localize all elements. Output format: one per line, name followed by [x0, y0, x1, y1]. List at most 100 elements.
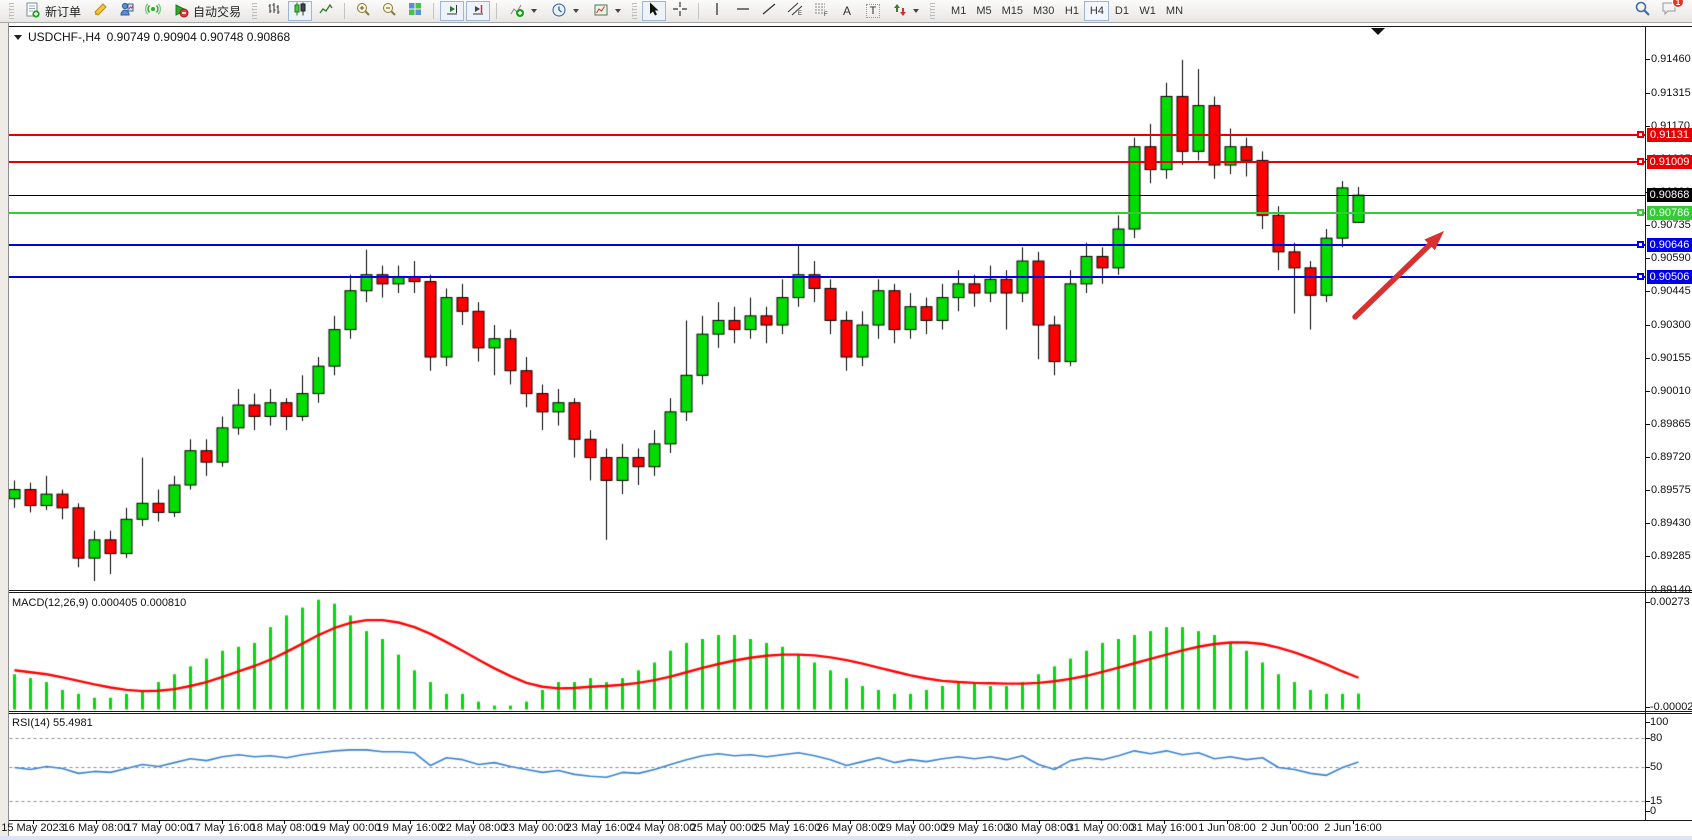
chart-top-border [9, 26, 1692, 27]
time-tick-label: 25 May 00:00 [690, 822, 758, 834]
level-line-0.90506[interactable] [9, 276, 1645, 278]
rsi-pane-canvas[interactable] [9, 714, 1645, 820]
level-line-0.91009[interactable] [9, 161, 1645, 163]
templates-button[interactable] [587, 1, 627, 21]
level-line-0.91131[interactable] [9, 134, 1645, 136]
toolbar-right: 1 [1634, 0, 1686, 22]
rsi-indicator-label: RSI(14) 55.4981 [12, 717, 93, 729]
search-icon[interactable] [1634, 0, 1651, 22]
toolbar-grip[interactable] [930, 3, 936, 19]
timeframe-button-h4[interactable]: H4 [1084, 1, 1110, 21]
strategy-tester-button[interactable] [115, 1, 139, 21]
price-tick-label: 0.90010 [1651, 385, 1691, 397]
time-tick-label: 26 May 08:00 [816, 822, 884, 834]
candlestick-chart-button[interactable] [288, 1, 313, 22]
time-tick-label: 31 May 00:00 [1067, 822, 1135, 834]
price-tick-mark [1645, 391, 1650, 392]
candlestick-chart-icon [292, 1, 308, 22]
pane-separator[interactable] [9, 590, 1692, 591]
chart-shift-button[interactable] [466, 1, 491, 21]
level-line-handle[interactable] [1637, 241, 1644, 248]
pane-separator[interactable] [9, 711, 1692, 712]
main-chart-canvas[interactable] [9, 26, 1645, 590]
timeframe-button-m5[interactable]: M5 [976, 5, 992, 17]
price-badge-0.91009: 0.91009 [1647, 155, 1692, 169]
line-chart-button[interactable] [314, 1, 338, 21]
bar-chart-button[interactable] [262, 1, 286, 21]
timeframe-button-h1[interactable]: H1 [1064, 5, 1079, 17]
toolbar-grip[interactable] [252, 3, 258, 19]
chart-menu-icon[interactable] [14, 34, 22, 40]
vertical-line-button[interactable] [705, 1, 729, 21]
arrows-button[interactable] [887, 1, 925, 21]
time-tick-label: 19 May 16:00 [376, 822, 444, 834]
time-tick-mark [33, 820, 34, 824]
timeframe-button-m1[interactable]: M1 [951, 5, 967, 17]
timeframe-button-mn[interactable]: MN [1165, 5, 1184, 17]
toolbar-grip[interactable] [9, 3, 14, 19]
horizontal-line-button[interactable] [731, 1, 755, 21]
time-tick-label: 23 May 00:00 [502, 822, 570, 834]
macd-axis-label: 0.00273 [1650, 596, 1690, 608]
axis-tick-mark [1645, 801, 1650, 802]
time-tick-mark [159, 820, 160, 824]
cursor-button[interactable] [642, 1, 667, 22]
macd-pane-canvas[interactable] [9, 593, 1645, 711]
text-label-icon: T [865, 4, 881, 18]
tile-windows-button[interactable] [403, 1, 427, 21]
time-tick-label: 17 May 00:00 [125, 822, 193, 834]
fibonacci-button[interactable]: F [809, 1, 833, 21]
level-line-0.90786[interactable] [9, 212, 1645, 214]
level-line-handle[interactable] [1637, 131, 1644, 138]
zoom-out-button[interactable] [377, 1, 401, 21]
chart-shift-marker[interactable] [1371, 28, 1385, 35]
level-line-0.90646[interactable] [9, 244, 1645, 246]
text-button[interactable]: A [835, 1, 859, 21]
svg-text:F: F [824, 12, 828, 17]
pane-separator[interactable] [9, 713, 1692, 714]
price-tick-label: 0.91315 [1651, 87, 1691, 99]
time-tick-mark [1101, 820, 1102, 824]
time-tick-mark [599, 820, 600, 824]
level-line-handle[interactable] [1637, 273, 1644, 280]
time-tick-label: 29 May 16:00 [942, 822, 1010, 834]
level-line-handle[interactable] [1637, 158, 1644, 165]
time-tick-mark [96, 820, 97, 824]
price-badge-0.90646: 0.90646 [1647, 238, 1692, 252]
megaphone-button[interactable] [89, 1, 113, 21]
periods-button[interactable] [545, 1, 585, 21]
toolbar-grip[interactable] [632, 3, 638, 19]
price-tick-mark [1645, 93, 1650, 94]
equidistant-channel-button[interactable]: E [783, 1, 807, 21]
timeframe-button-m30[interactable]: M30 [1033, 5, 1055, 17]
current-price-line[interactable] [9, 195, 1645, 196]
equidistant-channel-icon: E [787, 1, 803, 22]
trendline-button[interactable] [757, 1, 781, 21]
chat-button[interactable]: 1 [1661, 0, 1684, 22]
timeframe-button-d1[interactable]: D1 [1114, 5, 1129, 17]
autotrading-button[interactable]: 自动交易 [167, 1, 247, 21]
indicators-button[interactable] [503, 1, 543, 21]
axis-tick-mark [1645, 602, 1650, 603]
price-badge-0.90506: 0.90506 [1647, 270, 1692, 284]
auto-scroll-button[interactable] [440, 1, 465, 21]
text-label-button[interactable]: T [861, 1, 885, 21]
timeframe-button-w1[interactable]: W1 [1139, 5, 1156, 17]
level-line-handle[interactable] [1637, 209, 1644, 216]
time-tick-label: 23 May 16:00 [565, 822, 633, 834]
rsi-axis-label: 0 [1650, 805, 1657, 817]
signals-button[interactable] [141, 1, 165, 21]
timeframe-button-m15[interactable]: M15 [1001, 5, 1023, 17]
cursor-icon [646, 1, 662, 22]
chevron-down-icon [573, 9, 580, 13]
pane-separator[interactable] [9, 592, 1692, 593]
price-badge-0.90868: 0.90868 [1647, 188, 1692, 202]
price-tick-mark [1645, 590, 1650, 591]
time-tick-label: 15 May 2023 [1, 822, 65, 834]
new-order-button[interactable]: 新订单 [19, 1, 87, 21]
time-tick-label: 29 May 00:00 [879, 822, 947, 834]
chevron-down-icon [913, 9, 920, 13]
zoom-in-button[interactable] [351, 1, 375, 21]
crosshair-button[interactable] [668, 1, 692, 21]
time-tick-mark [222, 820, 223, 824]
